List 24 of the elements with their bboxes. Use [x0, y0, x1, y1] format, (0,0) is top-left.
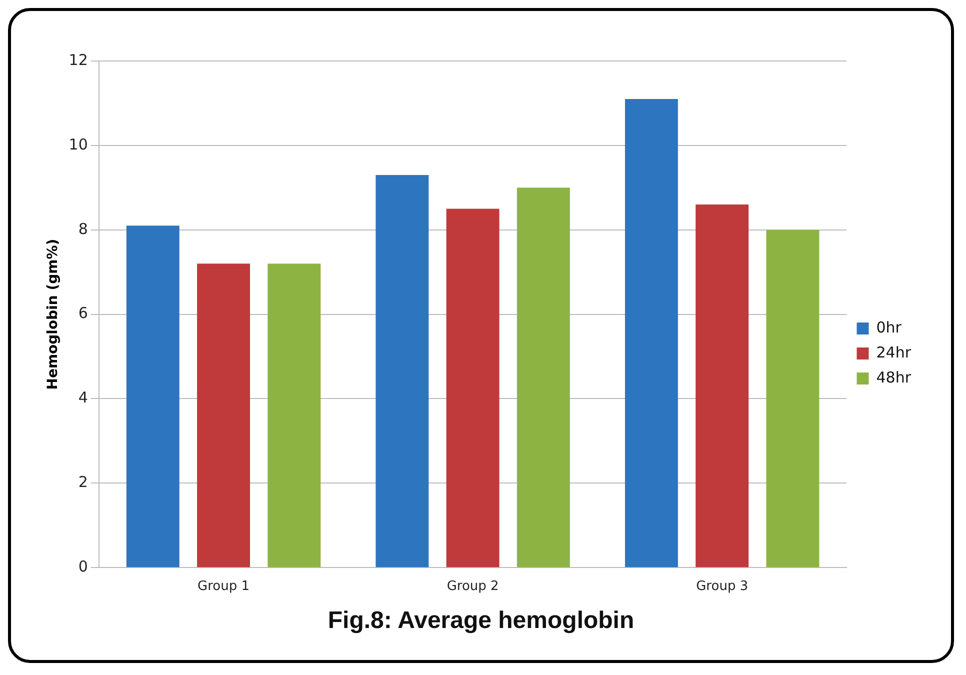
y-axis-title: Hemoglobin (gm%): [45, 238, 62, 390]
y-tick-label: 10: [68, 135, 88, 154]
bar: [624, 98, 678, 568]
x-tick-label: Group 1: [198, 578, 250, 594]
bar: [516, 188, 570, 568]
legend-label: 24hr: [876, 343, 912, 362]
y-tick-label: 12: [68, 50, 88, 69]
y-tick-label: 0: [78, 557, 88, 576]
legend-label: 48hr: [876, 368, 912, 386]
x-tick-label: Group 3: [696, 578, 748, 594]
y-tick-label: 2: [78, 473, 88, 492]
bar: [696, 204, 749, 568]
bar: [197, 264, 250, 568]
bar: [268, 264, 321, 568]
bar: [126, 226, 180, 568]
y-tick-label: 8: [78, 220, 88, 238]
bar: [766, 230, 820, 568]
bar: [446, 208, 500, 568]
bar: [376, 174, 429, 568]
x-tick-label: Group 2: [446, 578, 499, 594]
y-tick-label: 4: [78, 388, 88, 407]
text: Fig.8: Average hemoglobin: [328, 607, 634, 634]
legend-label: 0hr: [876, 318, 902, 336]
y-tick-label: 6: [78, 304, 88, 322]
